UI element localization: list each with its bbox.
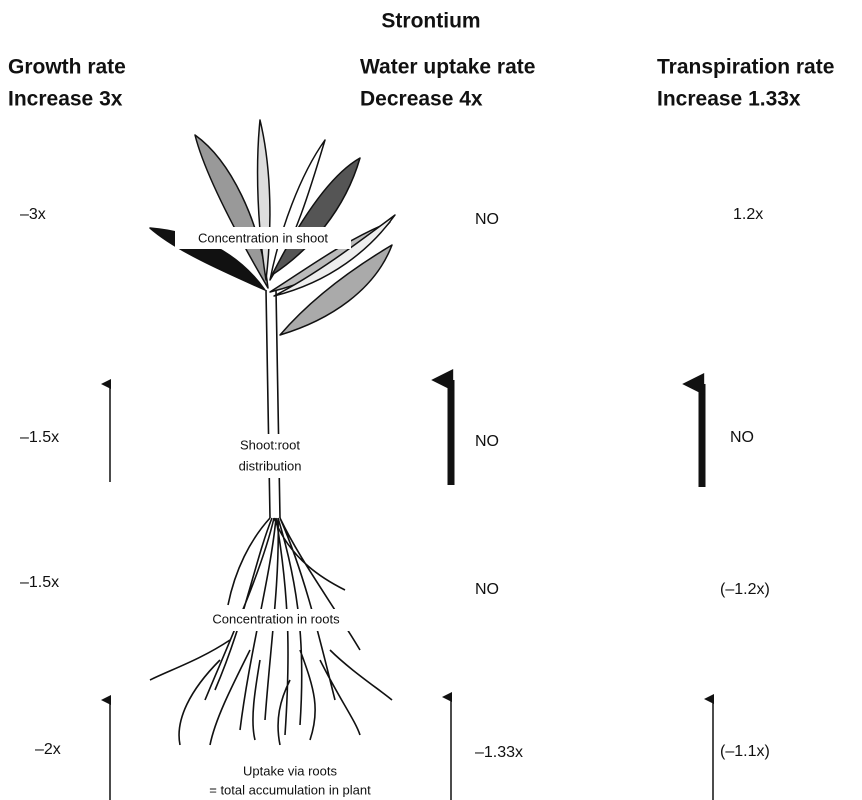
column-heading: Increase 3x bbox=[8, 88, 123, 111]
column-heading: Decrease 4x bbox=[360, 88, 483, 111]
arrows bbox=[101, 369, 714, 800]
plant-label: distribution bbox=[239, 458, 302, 473]
value: –1.5x bbox=[20, 574, 59, 591]
plant-label: = total accumulation in plant bbox=[209, 782, 371, 797]
leaf bbox=[273, 214, 396, 297]
column-heading: Growth rate bbox=[8, 56, 126, 79]
value: NO bbox=[475, 433, 499, 450]
value: NO bbox=[475, 581, 499, 598]
value: (–1.1x) bbox=[720, 743, 770, 760]
value: (–1.2x) bbox=[720, 581, 770, 598]
plant-label: Uptake via roots bbox=[243, 763, 337, 778]
label-box bbox=[222, 434, 318, 478]
value: –2x bbox=[35, 741, 61, 758]
stem bbox=[265, 289, 281, 519]
value: –1.33x bbox=[475, 744, 523, 761]
column-heading: Transpiration rate bbox=[657, 56, 834, 79]
value: NO bbox=[730, 429, 754, 446]
leaf bbox=[279, 244, 393, 336]
plant bbox=[149, 119, 396, 746]
value: NO bbox=[475, 211, 499, 228]
value: 1.2x bbox=[733, 206, 763, 223]
plant-label: Concentration in shoot bbox=[198, 230, 328, 245]
label-box bbox=[175, 227, 351, 249]
plant-label: Concentration in roots bbox=[212, 611, 340, 626]
value: –1.5x bbox=[20, 429, 59, 446]
column-heading: Increase 1.33x bbox=[657, 88, 801, 111]
label-box bbox=[188, 609, 364, 631]
roots bbox=[149, 517, 393, 746]
title: Strontium bbox=[381, 10, 480, 33]
column-heading: Water uptake rate bbox=[360, 56, 535, 79]
value: –3x bbox=[20, 206, 46, 223]
plant-label: Shoot:root bbox=[240, 437, 300, 452]
